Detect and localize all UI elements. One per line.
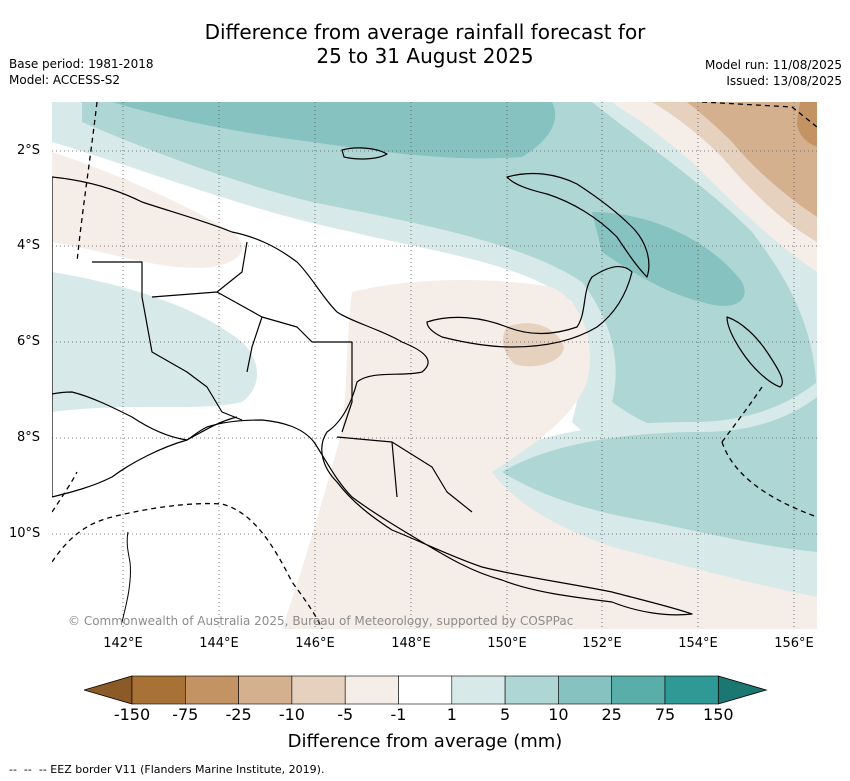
- colorbar-tick-label: 5: [500, 705, 511, 724]
- wet-band-25: [112, 102, 556, 159]
- lat-label: 2°S: [17, 143, 41, 158]
- coastlines: [52, 147, 783, 616]
- colorbar-tick-label: 1: [446, 705, 457, 724]
- legend-footnote: -- -- -- EEZ border V11 (Flanders Marine…: [9, 763, 324, 776]
- lon-label: 156°E: [774, 636, 814, 651]
- colorbar-cells: [84, 675, 768, 705]
- new-ireland-coast: [506, 172, 650, 278]
- meta-right: Model run: 11/08/2025 Issued: 13/08/2025: [705, 57, 842, 89]
- colorbar-cell: [664, 675, 719, 705]
- new-guinea-coast: [52, 176, 693, 616]
- cape-york-coast: [121, 531, 131, 623]
- lat-label: 10°S: [9, 526, 41, 541]
- dry-region-central: [282, 280, 817, 629]
- lon-label: 150°E: [487, 636, 527, 651]
- dry-patch-10: [502, 323, 564, 367]
- title-line-2: 25 to 31 August 2025: [316, 44, 534, 68]
- colorbar-cell: [558, 675, 612, 705]
- colorbar-cell: [451, 675, 506, 705]
- new-britain-coast: [426, 265, 633, 348]
- copyright-notice: © Commonwealth of Australia 2025, Bureau…: [68, 614, 574, 628]
- colorbar-under-arrow: [84, 675, 133, 705]
- eez-line-icon: -- --: [9, 763, 39, 776]
- colorbar-label: Difference from average (mm): [287, 731, 563, 752]
- colorbar-tick-label: 150: [703, 705, 734, 724]
- colorbar-tick-label: 75: [654, 705, 676, 724]
- eez-footnote-text: -- EEZ border V11 (Flanders Marine Insti…: [38, 763, 325, 776]
- colorbar-tick-label: -75: [172, 705, 199, 724]
- base-period: Base period: 1981-2018: [9, 57, 154, 71]
- lon-label: 148°E: [391, 636, 431, 651]
- model-name: Model: ACCESS-S2: [9, 73, 121, 87]
- colorbar-cell: [291, 675, 346, 705]
- colorbar-tick-label: -1: [390, 705, 407, 724]
- lon-label: 142°E: [103, 636, 143, 651]
- colorbar-cell: [504, 675, 559, 705]
- bougainville-coast: [726, 316, 783, 388]
- colorbar-cell: [131, 675, 186, 705]
- dry-patch-nw: [52, 152, 243, 268]
- lon-label: 152°E: [582, 636, 622, 651]
- lat-label: 8°S: [17, 430, 41, 445]
- lon-label: 154°E: [678, 636, 718, 651]
- province-lines: [92, 241, 473, 513]
- model-run: Model run: 11/08/2025: [704, 58, 842, 72]
- manus-coast: [341, 147, 388, 160]
- colorbar-cell: [398, 675, 453, 705]
- title-line-1: Difference from average rainfall forecas…: [204, 20, 646, 44]
- lon-label: 144°E: [199, 636, 239, 651]
- colorbar-tick-label: 10: [548, 705, 569, 724]
- gulf-coast: [52, 416, 238, 498]
- map-title: Difference from average rainfall forecas…: [0, 20, 850, 68]
- meta-left: Base period: 1981-2018 Model: ACCESS-S2: [9, 56, 154, 88]
- colorbar-over-arrow: [717, 675, 768, 705]
- wet-band-10: [82, 102, 817, 441]
- colorbar-tick-label: 25: [601, 705, 622, 724]
- lat-label: 4°S: [17, 238, 41, 253]
- wet-patch-25-east: [592, 212, 745, 306]
- colorbar-tick-label: -150: [113, 705, 151, 724]
- colorbar: [84, 675, 768, 705]
- colorbar-cell: [238, 675, 293, 705]
- rainfall-map: [52, 102, 817, 629]
- colorbar-tick-label: -25: [225, 705, 252, 724]
- lon-label: 146°E: [295, 636, 335, 651]
- eez-borders: [52, 102, 817, 629]
- issued-date: Issued: 13/08/2025: [726, 74, 842, 88]
- colorbar-cell: [185, 675, 239, 705]
- dry-corner-25: [687, 102, 817, 217]
- lat-label: 6°S: [17, 334, 41, 349]
- dry-corner-75: [797, 102, 817, 147]
- wet-band-se-10: [502, 397, 817, 552]
- wet-band-west-5: [52, 272, 257, 412]
- colorbar-tick-label: -10: [278, 705, 305, 724]
- colorbar-tick-label: -5: [337, 705, 354, 724]
- colorbar-cell: [344, 675, 399, 705]
- colorbar-cell: [611, 675, 666, 705]
